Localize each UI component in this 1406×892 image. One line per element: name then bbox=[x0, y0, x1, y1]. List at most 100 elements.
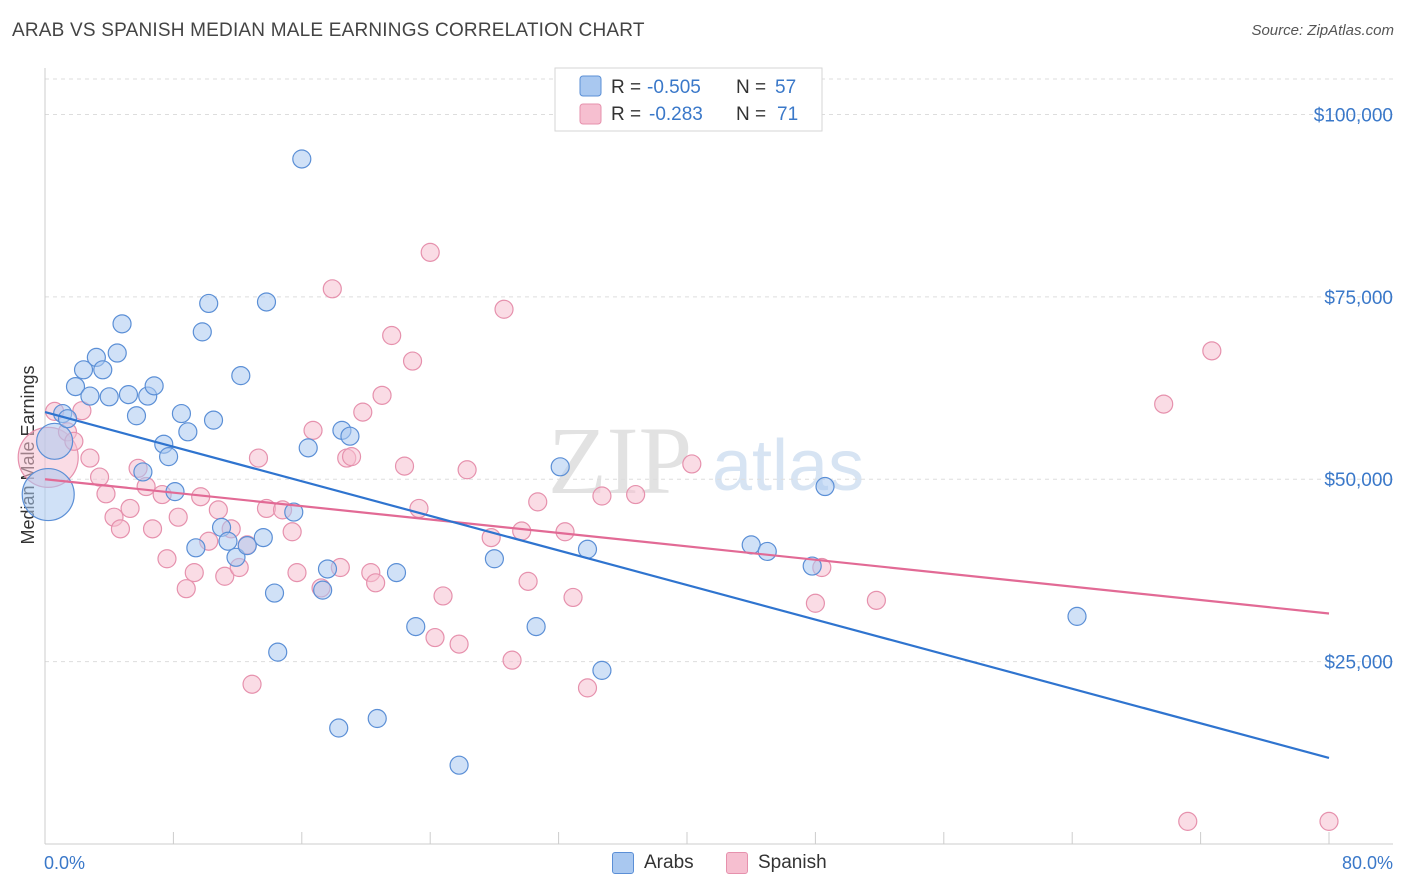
spanish-point bbox=[866, 590, 886, 610]
arabs-point bbox=[741, 535, 761, 555]
arabs-point bbox=[386, 563, 407, 583]
arabs-point bbox=[550, 457, 570, 477]
arabs-trend-line bbox=[44, 411, 1330, 759]
spanish-point bbox=[592, 486, 612, 506]
legend-r-label-arabs: R = bbox=[611, 77, 641, 98]
legend-label-arabs: Arabs bbox=[644, 852, 694, 873]
arabs-point bbox=[317, 559, 338, 579]
arabs-point bbox=[158, 447, 179, 467]
spanish-point bbox=[176, 579, 196, 599]
arabs-point bbox=[226, 547, 246, 567]
spanish-point bbox=[518, 571, 538, 591]
arabs-point bbox=[112, 314, 132, 334]
spanish-point bbox=[382, 325, 402, 346]
legend-r-label-spanish: R = bbox=[611, 104, 641, 125]
chart-source: Source: ZipAtlas.com bbox=[1251, 22, 1394, 39]
arabs-point bbox=[99, 387, 119, 407]
trend-lines bbox=[44, 411, 1330, 759]
spanish-point bbox=[1154, 394, 1174, 414]
arabs-point bbox=[367, 708, 387, 729]
arabs-point bbox=[118, 385, 139, 405]
spanish-point bbox=[433, 586, 453, 606]
arabs-point bbox=[178, 422, 198, 442]
spanish-point bbox=[322, 279, 342, 299]
spanish-point bbox=[626, 484, 646, 505]
spanish-point bbox=[1319, 811, 1339, 831]
legend-r-value-spanish: -0.283 bbox=[649, 104, 703, 125]
arabs-point bbox=[268, 642, 288, 662]
spanish-point bbox=[372, 385, 392, 405]
spanish-point bbox=[1178, 811, 1198, 831]
spanish-point bbox=[242, 674, 262, 694]
spanish-point bbox=[502, 650, 522, 670]
legend-swatch-arabs-bottom bbox=[612, 852, 634, 874]
arabs-point bbox=[592, 660, 612, 680]
arabs-point bbox=[203, 410, 224, 430]
spanish-point bbox=[72, 401, 92, 421]
spanish-point bbox=[282, 522, 302, 542]
arabs-point bbox=[313, 580, 333, 600]
arabs-point bbox=[133, 462, 153, 482]
legend-n-value-spanish: 71 bbox=[777, 104, 798, 125]
spanish-point bbox=[420, 242, 440, 262]
spanish-point bbox=[208, 500, 228, 520]
arabs-point bbox=[253, 527, 273, 548]
legend-swatch-spanish bbox=[579, 103, 602, 125]
arabs-point bbox=[815, 476, 835, 497]
arabs-point bbox=[199, 293, 219, 314]
legend-item-spanish[interactable]: Spanish bbox=[726, 852, 827, 874]
series-legend: Arabs Spanish bbox=[0, 852, 1406, 878]
spanish-point bbox=[303, 420, 323, 440]
spanish-point bbox=[89, 467, 110, 487]
arabs-point bbox=[126, 406, 147, 426]
arabs-point bbox=[449, 755, 469, 775]
arabs-point bbox=[340, 426, 360, 446]
legend-n-value-arabs: 57 bbox=[775, 77, 796, 98]
arabs-point bbox=[292, 149, 312, 169]
y-tick-label: $100,000 bbox=[1314, 105, 1393, 126]
stats-legend: R = -0.505 N = 57 R = -0.283 N = 71 bbox=[554, 67, 823, 132]
spanish-point bbox=[457, 460, 477, 480]
spanish-point bbox=[494, 299, 514, 319]
legend-label-spanish: Spanish bbox=[758, 852, 827, 873]
arabs-point bbox=[284, 502, 304, 522]
x-tick-labels: 0.0% 80.0% bbox=[44, 853, 1393, 873]
arabs-point bbox=[218, 531, 238, 551]
legend-n-label-spanish: N = bbox=[736, 104, 766, 125]
arabs-point bbox=[1067, 606, 1087, 626]
legend-item-arabs[interactable]: Arabs bbox=[612, 852, 694, 874]
arabs-point bbox=[36, 422, 74, 460]
spanish-point bbox=[341, 447, 362, 467]
y-tick-label: $25,000 bbox=[1324, 653, 1393, 674]
legend-swatch-arabs bbox=[579, 75, 602, 97]
spanish-point bbox=[555, 522, 575, 542]
arabs-point bbox=[256, 292, 277, 312]
arabs-point bbox=[329, 718, 349, 738]
spanish-point bbox=[80, 448, 100, 468]
spanish-point bbox=[287, 563, 307, 583]
arabs-point bbox=[65, 376, 86, 397]
spanish-point bbox=[528, 492, 548, 512]
spanish-point bbox=[577, 678, 598, 698]
arabs-point bbox=[237, 536, 257, 556]
spanish-point bbox=[157, 549, 177, 569]
legend-n-label-arabs: N = bbox=[736, 77, 766, 98]
series-spanish-points bbox=[17, 242, 1339, 831]
arabs-point bbox=[757, 541, 777, 562]
arabs-point bbox=[186, 538, 206, 558]
spanish-point bbox=[394, 456, 415, 476]
arabs-point bbox=[231, 366, 251, 386]
watermark: ZIP atlas bbox=[548, 407, 864, 514]
spanish-point bbox=[142, 519, 163, 539]
spanish-point bbox=[120, 498, 140, 519]
spanish-point bbox=[402, 351, 423, 371]
y-tick-labels: $25,000 $50,000 $75,000 $100,000 bbox=[1314, 105, 1393, 673]
spanish-point bbox=[682, 454, 702, 474]
arabs-point bbox=[73, 360, 94, 380]
arabs-point bbox=[144, 376, 164, 396]
chart-title: ARAB VS SPANISH MEDIAN MALE EARNINGS COR… bbox=[12, 20, 645, 41]
spanish-trend-line bbox=[44, 478, 1330, 615]
spanish-point bbox=[110, 519, 131, 539]
arabs-point bbox=[298, 438, 318, 458]
